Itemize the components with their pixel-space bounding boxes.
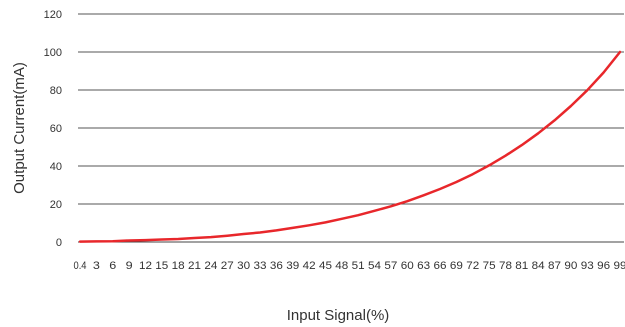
x-tick-label: 87 xyxy=(548,260,561,272)
x-tick-label: 93 xyxy=(581,260,594,272)
x-tick-label: 60 xyxy=(401,260,414,272)
x-tick-label: 42 xyxy=(303,260,316,272)
x-tick-label: 0.4 xyxy=(74,260,87,272)
x-tick-label: 18 xyxy=(172,260,185,272)
x-tick-labels: 0.4 3 6 9 12 15 18 21 24 27 30 33 36 39 42 45 48 51 54 57 60… xyxy=(74,260,625,272)
gridlines xyxy=(78,13,624,243)
x-tick-label: 9 xyxy=(126,260,133,272)
y-tick-label: 120 xyxy=(44,9,62,21)
x-tick-label: 3 xyxy=(93,260,100,272)
x-tick-label: 57 xyxy=(384,260,397,272)
y-tick-label: 0 xyxy=(56,237,62,249)
y-axis-label: Output Current(mA) xyxy=(11,62,28,194)
x-tick-label: 36 xyxy=(270,260,283,272)
series-line xyxy=(78,50,622,243)
x-axis-label: Input Signal(%) xyxy=(287,307,390,324)
x-tick-label: 33 xyxy=(254,260,267,272)
y-tick-label: 20 xyxy=(50,199,62,211)
x-tick-label: 81 xyxy=(515,260,528,272)
x-tick-label: 54 xyxy=(368,260,381,272)
x-tick-label: 84 xyxy=(532,260,545,272)
series-layer xyxy=(78,50,622,243)
y-tick-labels: 0 20 40 60 80 100 120 xyxy=(44,9,62,249)
x-tick-label: 45 xyxy=(319,260,332,272)
x-tick-label: 27 xyxy=(221,260,234,272)
x-tick-label: 66 xyxy=(434,260,447,272)
x-tick-label: 72 xyxy=(466,260,479,272)
y-tick-label: 80 xyxy=(50,85,62,97)
x-tick-label: 96 xyxy=(597,260,610,272)
x-tick-label: 15 xyxy=(155,260,168,272)
x-tick-label: 6 xyxy=(109,260,116,272)
x-tick-label: 99 xyxy=(614,260,625,272)
x-tick-label: 12 xyxy=(139,260,152,272)
y-tick-label: 60 xyxy=(50,123,62,135)
x-tick-label: 30 xyxy=(237,260,250,272)
x-tick-label: 75 xyxy=(483,260,496,272)
x-tick-label: 24 xyxy=(204,260,217,272)
x-tick-label: 69 xyxy=(450,260,463,272)
y-tick-label: 40 xyxy=(50,161,62,173)
x-tick-label: 63 xyxy=(417,260,430,272)
x-tick-label: 90 xyxy=(564,260,577,272)
y-tick-label: 100 xyxy=(44,47,62,59)
x-tick-label: 39 xyxy=(286,260,299,272)
x-tick-label: 21 xyxy=(188,260,201,272)
x-tick-label: 78 xyxy=(499,260,512,272)
x-tick-label: 48 xyxy=(335,260,348,272)
x-tick-label: 51 xyxy=(352,260,365,272)
